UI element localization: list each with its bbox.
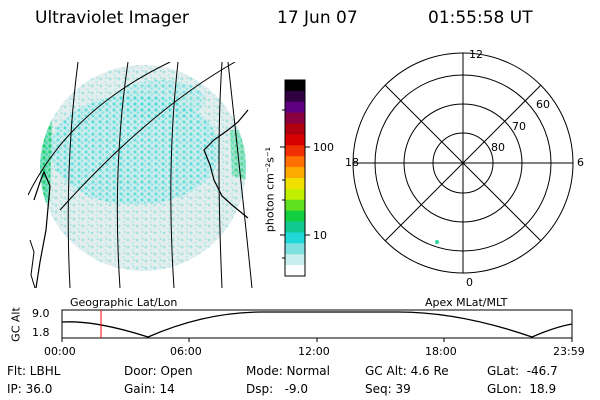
colorbar-band [285, 145, 305, 157]
dsp-info: Dsp: -9.0 [246, 382, 309, 396]
colorbar-band [285, 101, 305, 114]
mlat-label-70: 70 [512, 120, 526, 133]
alt-plot-xtick-1200: 12:00 [298, 345, 330, 358]
seq-info: Seq: 39 [365, 382, 411, 396]
alt-plot-xtick-2359: 23:59 [553, 345, 585, 358]
colorbar-band [285, 243, 305, 255]
alt-plot-xtick-0600: 06:00 [170, 345, 202, 358]
gain-info: Gain: 14 [124, 382, 175, 396]
glat-info: GLat: -46.7 [487, 364, 558, 378]
mode-info: Mode: Normal [246, 364, 330, 378]
mlt-label-6: 6 [577, 156, 584, 169]
colorbar-tick-100: 100 [313, 141, 334, 154]
colorbar-band [285, 265, 305, 277]
mlat-label-60: 60 [536, 98, 550, 111]
colorbar-tick-10: 10 [313, 229, 327, 242]
earth-disk [40, 65, 246, 271]
polar-grid [352, 52, 574, 274]
colorbar-band [285, 178, 305, 190]
ip-info: IP: 36.0 [7, 382, 53, 396]
mlat-label-80: 80 [491, 141, 505, 154]
colorbar-band [285, 156, 305, 168]
mlt-label-12: 12 [469, 48, 483, 61]
colorbar-band [285, 80, 305, 92]
filter-info: Flt: LBHL [7, 364, 61, 378]
glon-info: GLon: 18.9 [487, 382, 557, 396]
geo-caption: Geographic Lat/Lon [70, 296, 178, 309]
colorbar-band [285, 232, 305, 244]
gc-alt-info: GC Alt: 4.6 Re [365, 364, 449, 378]
colorbar-band [285, 167, 305, 179]
time-label: 01:55:58 UT [428, 8, 533, 28]
colorbar-band [285, 112, 305, 125]
altitude-plot [61, 309, 573, 342]
colorbar-band [285, 221, 305, 233]
polar-emission [415, 232, 573, 273]
instrument-title: Ultraviolet Imager [35, 8, 189, 28]
polar-caption: Apex MLat/MLT [425, 296, 508, 309]
colorbar-unit-label: photon cm⁻²s⁻¹ [263, 146, 277, 233]
colorbar-frame [280, 79, 310, 277]
colorbar [285, 80, 305, 277]
alt-plot-xtick-1800: 18:00 [425, 345, 457, 358]
colorbar-band [285, 254, 305, 266]
mlt-label-18: 18 [345, 156, 359, 169]
colorbar-band [285, 90, 305, 103]
colorbar-band [285, 134, 305, 146]
geo-grid-lines [28, 62, 253, 288]
colorbar-band [285, 123, 305, 135]
alt-plot-ylabel: GC Alt [9, 307, 23, 342]
colorbar-band [285, 199, 305, 212]
alt-plot-ytick-min: 1.8 [32, 326, 50, 339]
mlt-label-0: 0 [466, 276, 473, 289]
door-info: Door: Open [124, 364, 193, 378]
date-label: 17 Jun 07 [277, 8, 358, 28]
alt-plot-ytick-max: 9.0 [32, 307, 50, 320]
colorbar-band [285, 210, 305, 223]
colorbar-band [285, 188, 305, 201]
alt-plot-xtick-0000: 00:00 [44, 345, 76, 358]
